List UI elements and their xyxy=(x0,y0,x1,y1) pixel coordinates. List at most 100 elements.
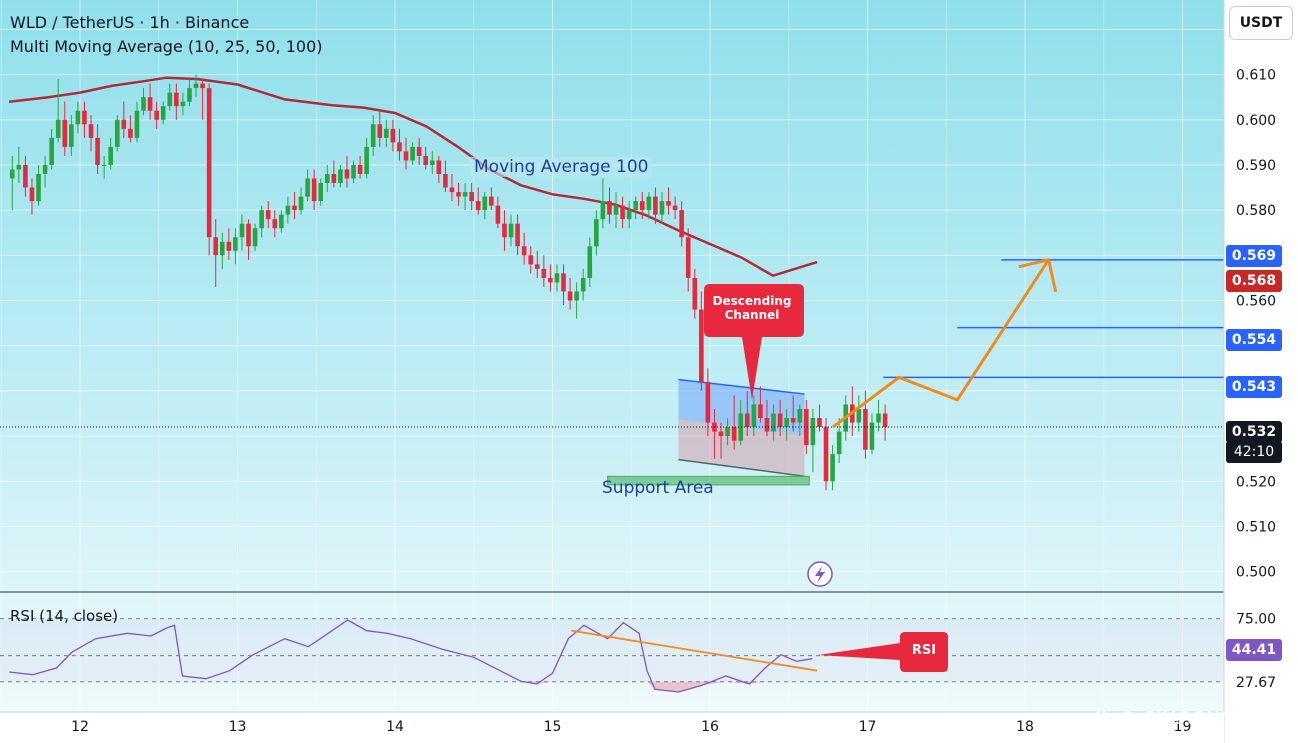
candle-body xyxy=(200,83,205,89)
rsi-legend[interactable]: RSI (14, close) xyxy=(10,607,119,625)
rsi-level-label: 75.00 xyxy=(1236,612,1276,628)
candle xyxy=(830,445,835,491)
candle xyxy=(88,115,94,152)
candle xyxy=(810,408,816,473)
candle xyxy=(160,101,166,125)
candle xyxy=(515,214,520,256)
candle-body xyxy=(502,223,507,238)
candle xyxy=(738,399,744,446)
currency-button[interactable]: USDT xyxy=(1229,6,1293,40)
candle-body xyxy=(429,160,435,165)
candle xyxy=(823,418,829,491)
candle xyxy=(114,115,120,152)
candle-body xyxy=(541,268,547,278)
candle-body xyxy=(482,196,488,211)
candle-body xyxy=(797,408,803,423)
ma100-label: Moving Average 100 xyxy=(470,157,653,177)
candle-body xyxy=(23,164,28,188)
candle-body xyxy=(456,192,461,197)
candle-body xyxy=(252,228,258,247)
candle-body xyxy=(134,110,140,138)
candle xyxy=(49,128,54,170)
candle-body xyxy=(876,413,881,423)
candle-body xyxy=(213,237,219,256)
candle-body xyxy=(174,92,179,107)
candle-body xyxy=(364,146,369,174)
channel-upper-line xyxy=(678,378,805,395)
candle xyxy=(305,169,310,202)
candle xyxy=(449,173,455,202)
candle xyxy=(469,183,474,211)
candle-body xyxy=(82,110,87,125)
time-axis-bg xyxy=(0,712,1224,743)
candle xyxy=(390,119,396,152)
rsi-callout-text: RSI xyxy=(911,643,937,658)
candle-body xyxy=(259,210,264,229)
candle xyxy=(475,187,481,215)
candle xyxy=(324,164,330,193)
candle xyxy=(679,201,684,247)
channel-lower-fill xyxy=(678,419,805,477)
bar-countdown: 42:10 xyxy=(1226,441,1282,463)
candle xyxy=(397,128,402,161)
candle xyxy=(200,79,205,120)
price-tag-0568: 0.568 xyxy=(1226,270,1282,292)
candle-body xyxy=(279,214,284,229)
price-tag-0569: 0.569 xyxy=(1226,245,1282,267)
candle-body xyxy=(114,119,120,147)
ma100-line xyxy=(8,76,818,278)
candle xyxy=(567,277,573,310)
candle xyxy=(36,164,41,206)
candle xyxy=(856,395,862,432)
candle xyxy=(443,160,448,193)
candle-body xyxy=(600,201,606,220)
candle xyxy=(180,92,186,116)
candle xyxy=(626,201,632,229)
x-tick-label: 14 xyxy=(386,719,404,735)
candle-body xyxy=(633,201,639,211)
current-price-tag: 0.532 xyxy=(1226,421,1282,443)
candle xyxy=(574,282,579,319)
rsi-band xyxy=(0,618,1224,682)
candle-body xyxy=(449,187,455,193)
candle-body xyxy=(75,110,81,125)
candle-body xyxy=(384,128,389,138)
candle xyxy=(298,187,304,215)
candle xyxy=(318,178,324,206)
candle-body xyxy=(869,422,875,450)
candle xyxy=(252,223,258,251)
candle xyxy=(29,178,35,215)
candle xyxy=(699,291,704,391)
candle xyxy=(279,210,284,233)
candle-body xyxy=(718,431,724,437)
candle xyxy=(167,83,173,111)
x-tick-label: 15 xyxy=(544,719,562,735)
candle-body xyxy=(784,418,789,428)
symbol-title[interactable]: WLD / TetherUS · 1h · Binance xyxy=(10,13,250,32)
x-tick-label: 17 xyxy=(859,719,877,735)
candle-body xyxy=(311,178,317,202)
candle xyxy=(69,115,74,156)
candle-body xyxy=(692,277,698,310)
candle xyxy=(790,395,796,432)
callout-line-1: Descending xyxy=(712,294,792,308)
candle-body xyxy=(495,205,501,224)
candle xyxy=(653,187,658,224)
candle-body xyxy=(390,128,396,143)
callout-line-2: Channel xyxy=(724,308,780,322)
candle-body xyxy=(416,146,422,156)
candle xyxy=(331,160,337,188)
moving-average-100 xyxy=(8,76,818,278)
candle-body xyxy=(62,119,68,147)
candle xyxy=(548,264,553,292)
candle-body xyxy=(436,160,442,174)
candle xyxy=(528,246,534,274)
candle-body xyxy=(180,101,186,107)
candle xyxy=(410,142,415,165)
indicator-legend[interactable]: Multi Moving Average (10, 25, 50, 100) xyxy=(10,37,323,56)
candle-body xyxy=(646,196,652,211)
candle-body xyxy=(377,124,383,138)
candle-body xyxy=(836,431,842,455)
